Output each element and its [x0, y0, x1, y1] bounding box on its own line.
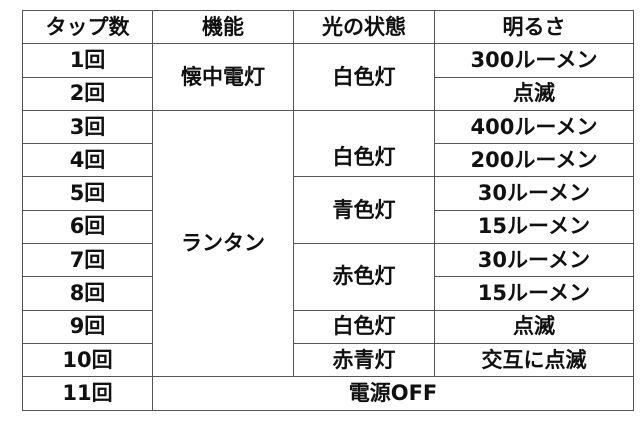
header-row: タップ数 機能 光の状態 明るさ [22, 9, 634, 45]
table-row: 11回 電源OFF [22, 376, 634, 411]
tap-function-table: タップ数 機能 光の状態 明るさ 1回 懐中電灯 白色灯 300ルーメン 2回 … [22, 9, 634, 411]
power-off-cell: 電源OFF [152, 376, 634, 411]
tap-count: 6回 [22, 209, 153, 245]
function-cell: ランタン [152, 109, 294, 378]
table-row: 2回 点滅 [22, 76, 634, 111]
function-cell: 懐中電灯 [152, 43, 294, 111]
tap-count: 8回 [22, 276, 153, 311]
table-row: 6回 15ルーメン [22, 209, 634, 245]
tap-count: 10回 [22, 342, 153, 378]
light-state-cell: 白色灯 [293, 309, 435, 344]
light-state-cell: 赤青灯 [293, 342, 435, 378]
table-row: 7回 赤色灯 30ルーメン [22, 243, 634, 311]
brightness-cell: 15ルーメン [434, 209, 634, 245]
tap-count: 9回 [22, 309, 153, 344]
table-row: 9回 白色灯 点滅 [22, 309, 634, 344]
tap-count: 3回 [22, 109, 153, 145]
light-state-cell: 赤色灯 [293, 243, 435, 311]
table-row: 4回 200ルーメン [22, 143, 634, 178]
header-brightness: 明るさ [434, 9, 634, 45]
table-row: 1回 懐中電灯 白色灯 300ルーメン [22, 43, 634, 111]
brightness-cell: 交互に点滅 [434, 342, 634, 378]
tap-count: 4回 [22, 143, 153, 178]
tap-count: 7回 [22, 243, 153, 278]
table-row: 3回 ランタン 白色灯 400ルーメン [22, 109, 634, 378]
brightness-cell: 400ルーメン [434, 109, 634, 145]
light-state-cell: 青色灯 [293, 176, 435, 245]
tap-count: 1回 [22, 43, 153, 78]
table-row: 5回 青色灯 30ルーメン [22, 176, 634, 245]
light-state-cell: 白色灯 [293, 43, 435, 111]
brightness-cell: 200ルーメン [434, 143, 634, 178]
table-row: 10回 赤青灯 交互に点滅 [22, 342, 634, 378]
brightness-cell: 点滅 [434, 309, 634, 344]
brightness-cell: 点滅 [434, 76, 634, 111]
header-function: 機能 [152, 9, 294, 45]
brightness-cell: 300ルーメン [434, 43, 634, 78]
header-light-state: 光の状態 [293, 9, 435, 45]
header-taps: タップ数 [22, 9, 153, 45]
brightness-cell: 30ルーメン [434, 243, 634, 278]
tap-count: 2回 [22, 76, 153, 111]
tap-count: 11回 [22, 376, 153, 411]
table-row: 8回 15ルーメン [22, 276, 634, 311]
brightness-cell: 15ルーメン [434, 276, 634, 311]
light-state-cell: 白色灯 [293, 109, 435, 178]
brightness-cell: 30ルーメン [434, 176, 634, 211]
tap-count: 5回 [22, 176, 153, 211]
